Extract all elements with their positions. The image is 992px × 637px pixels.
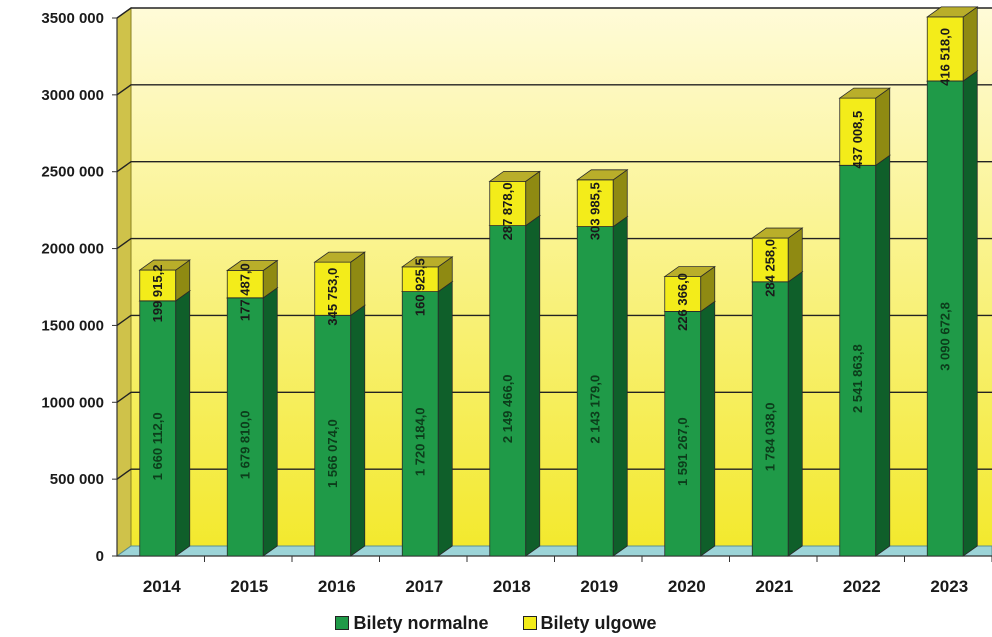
data-label-ulgowe-2019: 303 985,5 xyxy=(588,182,603,240)
data-label-normalne-2017: 1 720 184,0 xyxy=(413,407,428,476)
gridline xyxy=(116,237,992,250)
bar-ulgowe-2022-side xyxy=(875,87,891,167)
bar-ulgowe-2014-front xyxy=(139,269,177,302)
bar-normalne-2023-side xyxy=(962,70,978,557)
bar-normalne-2022-side xyxy=(875,154,891,557)
bar-ulgowe-2017-front xyxy=(401,266,439,292)
data-label-ulgowe-2021: 284 258,0 xyxy=(763,239,778,297)
x-tick-label: 2014 xyxy=(143,577,181,596)
data-label-ulgowe-2017: 160 925,5 xyxy=(413,258,428,316)
bar-ulgowe-2022-front xyxy=(839,97,877,166)
data-label-normalne-2019: 2 143 179,0 xyxy=(588,375,603,444)
legend-item-normalne: Bilety normalne xyxy=(335,612,489,634)
data-label-ulgowe-2018: 287 878,0 xyxy=(500,183,515,241)
bar-ulgowe-2020-front xyxy=(664,276,702,312)
bar-ulgowe-2022-top xyxy=(838,87,891,99)
bar-group-2023: 3 090 672,8 416 518,0 xyxy=(926,6,979,557)
bar-ulgowe-2019-front xyxy=(576,179,614,227)
data-label-ulgowe-2015: 177 487,0 xyxy=(238,263,253,321)
bar-group-2021: 1 784 038,0 284 258,0 xyxy=(751,227,804,557)
bar-ulgowe-2016-side xyxy=(350,251,366,317)
x-tick-label: 2015 xyxy=(230,577,268,596)
data-label-ulgowe-2022: 437 008,5 xyxy=(850,111,865,169)
data-label-normalne-2014: 1 660 112,0 xyxy=(150,412,165,480)
data-label-normalne-2015: 1 679 810,0 xyxy=(238,411,253,480)
y-tick-label: 0 xyxy=(96,548,104,565)
stacked-bar-chart: 0 500 000 1000 000 1500 000 2000 000 2500 000… xyxy=(41,6,992,596)
x-tick-label: 2019 xyxy=(580,577,618,596)
bar-group-2019: 2 143 179,0 303 985,5 xyxy=(576,169,629,557)
bar-group-2016: 1 566 074,0 345 753,0 xyxy=(313,251,366,557)
legend-item-ulgowe: Bilety ulgowe xyxy=(522,612,657,634)
bar-ulgowe-2017-top xyxy=(401,256,454,268)
data-label-normalne-2022: 2 541 863,8 xyxy=(850,344,865,413)
legend: Bilety normalne Bilety ulgowe xyxy=(0,611,992,635)
bar-normalne-2021-side xyxy=(787,270,803,557)
legend-swatch-ulgowe xyxy=(522,616,537,630)
legend-label-ulgowe: Bilety ulgowe xyxy=(540,612,657,633)
bar-normalne-2020-side xyxy=(700,300,716,557)
bar-group-2017: 1 720 184,0 160 925,5 xyxy=(401,256,454,557)
bar-normalne-2016-front xyxy=(314,314,352,557)
bar-normalne-2014-side xyxy=(175,290,191,557)
data-label-normalne-2023: 3 090 672,8 xyxy=(938,302,953,371)
bar-group-2022: 2 541 863,8 437 008,5 xyxy=(838,87,891,557)
bar-ulgowe-2020-top xyxy=(663,266,716,278)
bar-ulgowe-2018-front xyxy=(489,180,527,226)
x-tick-label: 2022 xyxy=(843,577,881,596)
y-tick-label: 1000 000 xyxy=(41,394,104,411)
x-tick-label: 2017 xyxy=(405,577,443,596)
bar-normalne-2018-front xyxy=(489,225,527,557)
bar-normalne-2023-front xyxy=(926,80,964,557)
bar-normalne-2016-side xyxy=(350,304,366,557)
data-label-normalne-2018: 2 149 466,0 xyxy=(500,374,515,443)
bar-ulgowe-2014-top xyxy=(138,259,191,271)
bar-normalne-2021-front xyxy=(751,281,789,557)
bar-ulgowe-2021-top xyxy=(751,227,804,239)
bar-group-2020: 1 591 267,0 226 366,0 xyxy=(663,265,716,557)
bar-normalne-2017-side xyxy=(437,280,453,557)
x-tick-label: 2023 xyxy=(930,577,968,596)
y-tick-label: 1500 000 xyxy=(41,317,104,334)
data-label-normalne-2020: 1 591 267,0 xyxy=(675,417,690,486)
data-label-ulgowe-2014: 199 915,2 xyxy=(150,265,165,323)
y-tick-label: 3500 000 xyxy=(41,10,104,27)
bar-ulgowe-2023-top xyxy=(926,6,979,18)
bar-group-2015: 1 679 810,0 177 487,0 xyxy=(226,259,279,557)
bar-normalne-2019-side xyxy=(612,215,628,557)
data-label-ulgowe-2020: 226 366,0 xyxy=(675,273,690,331)
x-tick-label: 2016 xyxy=(318,577,356,596)
bar-normalne-2015-side xyxy=(262,287,278,557)
bar-ulgowe-2015-top xyxy=(226,260,279,271)
bar-normalne-2018-side xyxy=(525,214,541,557)
y-tick-label: 2500 000 xyxy=(41,164,104,181)
gridline xyxy=(116,84,992,96)
y-tick-label: 500 000 xyxy=(50,471,104,488)
y-tick-label: 3000 000 xyxy=(41,87,104,104)
data-label-ulgowe-2023: 416 518,0 xyxy=(938,28,953,86)
bar-normalne-2022-front xyxy=(839,164,877,557)
bar-group-2018: 2 149 466,0 287 878,0 xyxy=(488,170,541,557)
gridline xyxy=(116,7,992,19)
gridline xyxy=(116,161,992,173)
data-label-normalne-2021: 1 784 038,0 xyxy=(763,403,778,472)
legend-swatch-normalne xyxy=(335,616,350,630)
x-tick-label: 2021 xyxy=(755,577,793,596)
bar-normalne-2015-front xyxy=(226,297,264,557)
bar-group-2014: 1 660 112,0 199 915,2 xyxy=(138,259,191,557)
x-tick-label: 2020 xyxy=(668,577,706,596)
data-label-normalne-2016: 1 566 074,0 xyxy=(325,419,340,488)
y-tick-label: 2000 000 xyxy=(41,241,104,258)
bar-ulgowe-2018-top xyxy=(488,170,541,182)
bar-ulgowe-2016-top xyxy=(313,251,366,263)
bar-normalne-2020-front xyxy=(664,310,702,557)
bar-normalne-2017-front xyxy=(401,291,439,557)
bar-ulgowe-2019-top xyxy=(576,169,629,181)
bar-ulgowe-2023-side xyxy=(962,6,978,82)
data-label-ulgowe-2016: 345 753,0 xyxy=(325,268,340,326)
x-tick-label: 2018 xyxy=(493,577,531,596)
legend-label-normalne: Bilety normalne xyxy=(353,612,489,633)
